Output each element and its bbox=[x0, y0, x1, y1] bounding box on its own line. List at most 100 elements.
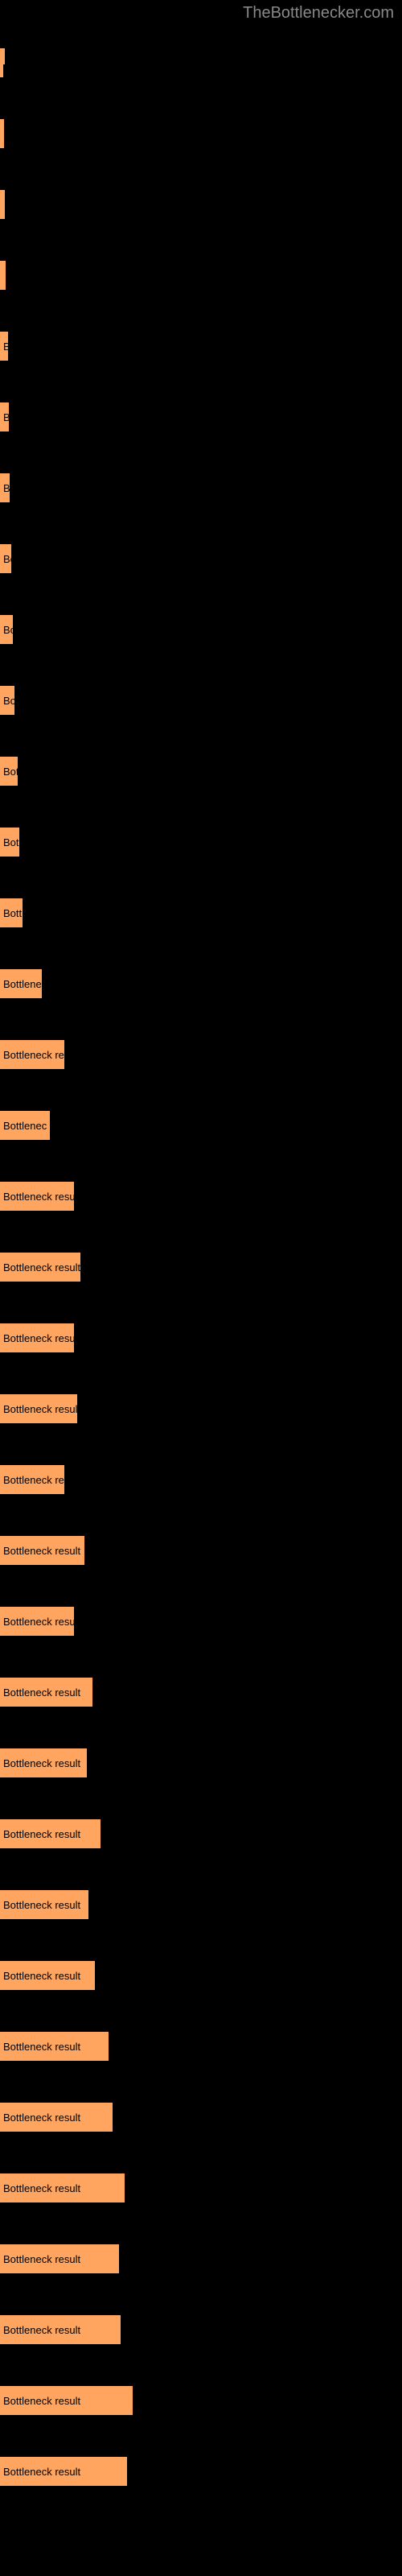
bar-row: Bo bbox=[0, 615, 402, 644]
bar-label: Bot bbox=[3, 766, 19, 778]
bar: Bott bbox=[0, 898, 23, 927]
bar-label: Bottleneck result bbox=[3, 2324, 80, 2336]
watermark: TheBottlenecker.com bbox=[243, 4, 394, 23]
chart-container: BBBBoBoBoBotBotBottBottleneBottleneck re… bbox=[0, 0, 402, 2560]
bar-row: Bottleneck re bbox=[0, 1465, 402, 1494]
bar-label: Bottleneck result bbox=[3, 2253, 80, 2265]
bar-row: Bottleneck result bbox=[0, 2386, 402, 2415]
bar-row: Bottleneck result bbox=[0, 2244, 402, 2273]
bar bbox=[0, 48, 3, 77]
bar-row: Bot bbox=[0, 828, 402, 857]
bar-row: B bbox=[0, 332, 402, 361]
bar-row: Bottleneck re bbox=[0, 1040, 402, 1069]
bar-label: Bottleneck result bbox=[3, 1757, 80, 1769]
bar: Bottleneck result bbox=[0, 1819, 100, 1848]
bar bbox=[0, 261, 6, 290]
bar-row: Bottleneck result bbox=[0, 2457, 402, 2486]
bar-label: Bottlenec bbox=[3, 1120, 47, 1132]
bar: Bot bbox=[0, 828, 19, 857]
bar: Bottleneck re bbox=[0, 1465, 64, 1494]
bar-row: Bottlene bbox=[0, 969, 402, 998]
bar-label: Bottleneck result bbox=[3, 1970, 80, 1982]
axis-marker bbox=[3, 48, 5, 64]
bar-label: Bot bbox=[3, 836, 19, 848]
bar-row bbox=[0, 261, 402, 290]
bar: Bottleneck result bbox=[0, 2032, 109, 2061]
bar-label: Bottlene bbox=[3, 978, 42, 990]
bar: Bottleneck result bbox=[0, 2174, 125, 2202]
bar-label: Bottleneck re bbox=[3, 1049, 64, 1061]
bar-row: Bottleneck result bbox=[0, 1819, 402, 1848]
bar-label: B bbox=[3, 482, 10, 494]
bar-row: Bottleneck result bbox=[0, 2315, 402, 2344]
bar: Bottlenec bbox=[0, 1111, 50, 1140]
bar: Bo bbox=[0, 615, 13, 644]
bar: B bbox=[0, 402, 9, 431]
bar-row: Bottleneck result bbox=[0, 1253, 402, 1282]
bar-label: Bottleneck result bbox=[3, 2112, 80, 2124]
bar-row bbox=[0, 190, 402, 219]
bar-row: Bot bbox=[0, 757, 402, 786]
bar: Bottleneck resul bbox=[0, 1394, 77, 1423]
bar-row: Bottleneck result bbox=[0, 2032, 402, 2061]
bar: B bbox=[0, 473, 10, 502]
bar-row: Bottleneck result bbox=[0, 1748, 402, 1777]
bar bbox=[0, 119, 4, 148]
bar: Bo bbox=[0, 686, 14, 715]
bar: Bottlene bbox=[0, 969, 42, 998]
bar-row: B bbox=[0, 473, 402, 502]
bar-label: Bott bbox=[3, 907, 22, 919]
bar: Bottleneck result bbox=[0, 2103, 113, 2132]
bar: Bottleneck resu bbox=[0, 1323, 74, 1352]
bar-label: Bo bbox=[3, 553, 16, 565]
bar-row bbox=[0, 119, 402, 148]
bar-label: Bottleneck result bbox=[3, 2395, 80, 2407]
bar-label: Bottleneck resul bbox=[3, 1403, 78, 1415]
bar-row: Bottleneck result bbox=[0, 1678, 402, 1707]
bar: Bottleneck result bbox=[0, 1890, 88, 1919]
bar-label: B bbox=[3, 411, 10, 423]
bar: Bot bbox=[0, 757, 18, 786]
bar-row: Bottleneck result bbox=[0, 1890, 402, 1919]
bar-row: Bottleneck resu bbox=[0, 1607, 402, 1636]
bar-row: Bottleneck result bbox=[0, 2103, 402, 2132]
bar-row bbox=[0, 48, 402, 77]
bar: Bottleneck result bbox=[0, 2315, 121, 2344]
bar-label: Bottleneck result bbox=[3, 1899, 80, 1911]
bar: Bo bbox=[0, 544, 11, 573]
bar: Bottleneck result bbox=[0, 1748, 87, 1777]
bar-row: Bottleneck result bbox=[0, 1536, 402, 1565]
bar-label: Bottleneck result bbox=[3, 2182, 80, 2194]
bar-label: Bottleneck resu bbox=[3, 1332, 76, 1344]
bar-label: Bottleneck result bbox=[3, 1686, 80, 1699]
bar-label: Bottleneck result bbox=[3, 1545, 80, 1557]
bar: Bottleneck result bbox=[0, 2386, 133, 2415]
bar-label: Bottleneck result bbox=[3, 2041, 80, 2053]
bar-row: Bottleneck resu bbox=[0, 1182, 402, 1211]
bar: Bottleneck result bbox=[0, 1536, 84, 1565]
bar-label: Bo bbox=[3, 624, 16, 636]
bar-row: Bo bbox=[0, 544, 402, 573]
bar: Bottleneck result bbox=[0, 1253, 80, 1282]
bar-label: Bottleneck resu bbox=[3, 1616, 76, 1628]
bar: Bottleneck resu bbox=[0, 1607, 74, 1636]
bar-row: Bottlenec bbox=[0, 1111, 402, 1140]
bar: Bottleneck result bbox=[0, 2457, 127, 2486]
bar-row: Bottleneck resul bbox=[0, 1394, 402, 1423]
bar-label: Bottleneck resu bbox=[3, 1191, 76, 1203]
bar-label: Bottleneck result bbox=[3, 1261, 80, 1274]
bar: Bottleneck resu bbox=[0, 1182, 74, 1211]
bar: Bottleneck result bbox=[0, 2244, 119, 2273]
bar-row: Bo bbox=[0, 686, 402, 715]
bar bbox=[0, 190, 5, 219]
bar: Bottleneck re bbox=[0, 1040, 64, 1069]
bar-label: Bo bbox=[3, 695, 16, 707]
bar-label: B bbox=[3, 341, 10, 353]
bar-row: Bottleneck result bbox=[0, 2174, 402, 2202]
bar: Bottleneck result bbox=[0, 1961, 95, 1990]
bar-row: Bottleneck result bbox=[0, 1961, 402, 1990]
bar-row: Bott bbox=[0, 898, 402, 927]
bar-label: Bottleneck result bbox=[3, 2466, 80, 2478]
bar-row: B bbox=[0, 402, 402, 431]
bar: Bottleneck result bbox=[0, 1678, 92, 1707]
